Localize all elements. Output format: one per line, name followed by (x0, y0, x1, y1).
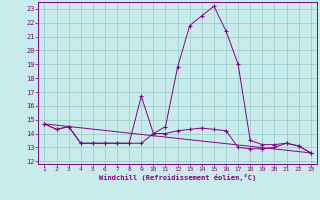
X-axis label: Windchill (Refroidissement éolien,°C): Windchill (Refroidissement éolien,°C) (99, 174, 256, 181)
